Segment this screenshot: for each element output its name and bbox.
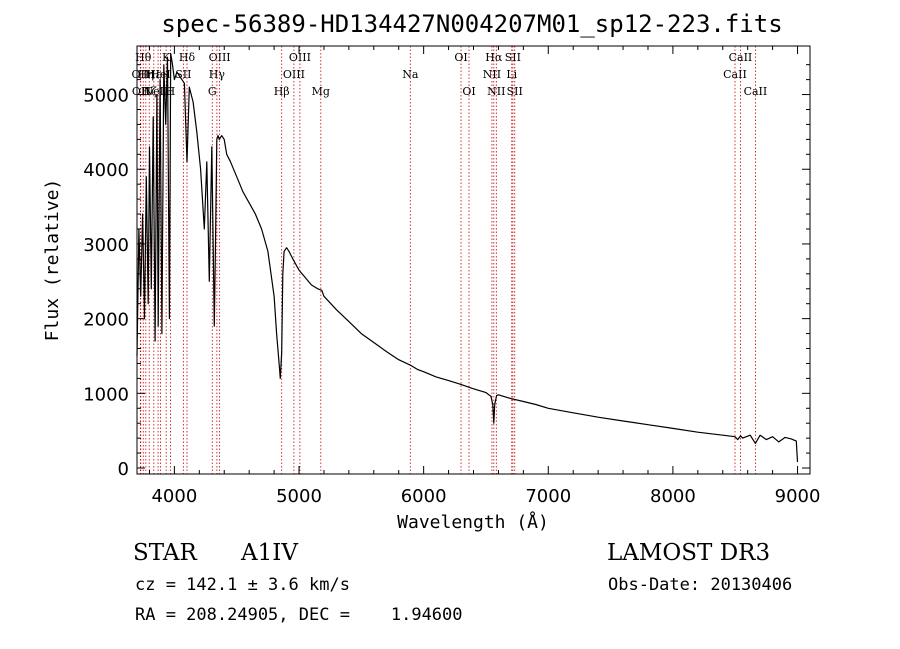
marker-label-26: SII xyxy=(505,51,521,64)
line-markers xyxy=(139,46,756,474)
marker-label-10: SII xyxy=(175,68,191,81)
y-tick-label-5: 5000 xyxy=(83,86,129,107)
coords-text: RA = 208.24905, DEC = 1.94600 xyxy=(135,605,463,625)
marker-label-11: Hδ xyxy=(179,51,196,64)
object-class: STAR xyxy=(133,540,197,566)
marker-label-3: Hη xyxy=(138,68,154,81)
marker-label-14: OIII xyxy=(209,51,231,64)
marker-label-1: OII xyxy=(132,85,150,98)
marker-label-8: K xyxy=(162,51,171,64)
x-tick-label-3: 7000 xyxy=(525,486,571,507)
x-tick-label-4: 8000 xyxy=(650,486,696,507)
marker-label-4: Hζ xyxy=(141,85,157,98)
marker-label-7: HeI xyxy=(150,68,170,81)
marker-label-17: OIII xyxy=(289,51,311,64)
marker-label-21: OI xyxy=(462,85,475,98)
marker-label-23: Hα xyxy=(485,51,503,64)
x-axis-ticks: 4000 5000 6000 7000 8000 9000 xyxy=(148,46,821,507)
y-tick-label-3: 3000 xyxy=(83,235,129,256)
marker-label-16: OIII xyxy=(283,68,305,81)
x-tick-label-0: 4000 xyxy=(151,486,197,507)
x-tick-label-5: 9000 xyxy=(775,486,821,507)
marker-label-20: OI xyxy=(454,51,467,64)
plot-frame xyxy=(136,45,811,475)
marker-label-12: G xyxy=(208,85,217,98)
spectrum-line xyxy=(136,52,799,463)
marker-label-19: Na xyxy=(402,68,419,81)
marker-label-28: CaII xyxy=(723,68,747,81)
x-tick-label-2: 6000 xyxy=(401,486,447,507)
y-tick-label-0: 0 xyxy=(118,459,129,480)
marker-label-13: Hγ xyxy=(209,68,226,81)
y-axis-label: Flux (relative) xyxy=(42,179,63,342)
x-tick-label-1: 5000 xyxy=(276,486,322,507)
marker-label-5: Hε xyxy=(146,68,162,81)
marker-label-0: OII xyxy=(132,68,150,81)
y-tick-label-4: 4000 xyxy=(83,160,129,181)
chart-title: spec-56389-HD134427N004207M01_sp12-223.f… xyxy=(161,10,782,38)
marker-label-15: Hβ xyxy=(274,85,290,98)
x-axis-label: Wavelength (Å) xyxy=(397,511,549,533)
obs-date-text: Obs-Date: 20130406 xyxy=(608,575,792,595)
redshift-text: cz = 142.1 ± 3.6 km/s xyxy=(135,575,350,595)
marker-label-27: SII xyxy=(507,85,523,98)
marker-label-24: NII xyxy=(487,85,505,98)
marker-label-29: CaII xyxy=(729,51,753,64)
marker-label-22: NII xyxy=(483,68,501,81)
line-marker-labels: OIIOIIHθHηHζHεNeIIIHeIKHSIIHδGHγOIIIHβOI… xyxy=(132,51,768,98)
y-tick-label-1: 1000 xyxy=(83,384,129,405)
marker-label-2: Hθ xyxy=(135,51,152,64)
object-subclass: A1IV xyxy=(240,540,298,566)
marker-label-18: Mg xyxy=(312,85,330,98)
y-tick-label-2: 2000 xyxy=(83,310,129,331)
survey-name: LAMOST DR3 xyxy=(607,540,770,566)
marker-label-30: CaII xyxy=(744,85,768,98)
marker-label-25: Li xyxy=(506,68,517,81)
y-axis-ticks: 0 1000 2000 3000 4000 5000 xyxy=(83,64,810,480)
